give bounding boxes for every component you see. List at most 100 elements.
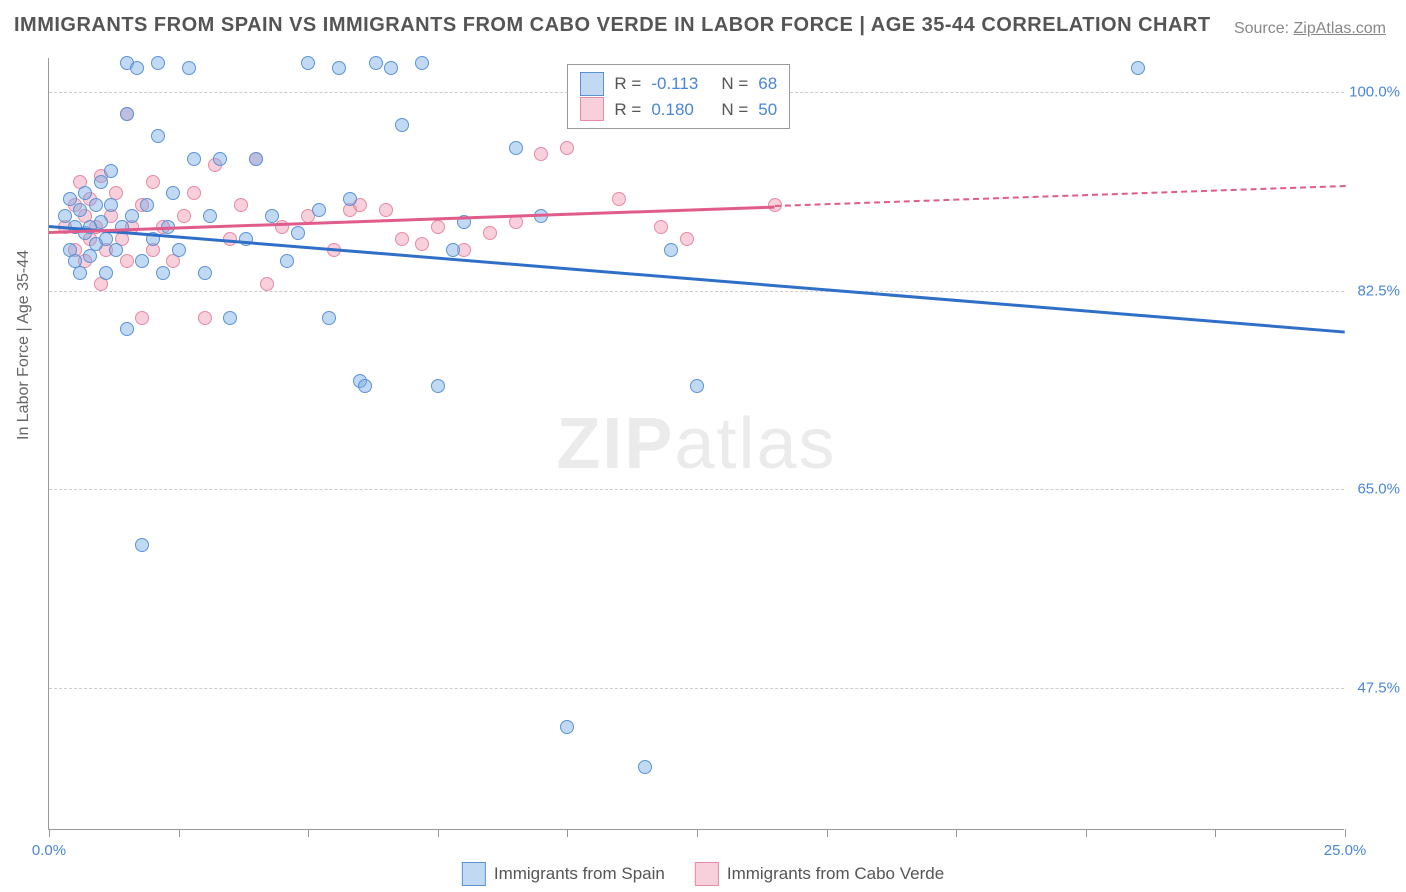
y-tick-label: 100.0% — [1348, 84, 1400, 101]
scatter-point-spain — [73, 203, 87, 217]
scatter-point-spain — [690, 379, 704, 393]
scatter-point-cabo — [534, 147, 548, 161]
legend-N-value-cabo: 50 — [758, 97, 777, 123]
x-tick-mark — [308, 829, 309, 837]
scatter-point-spain — [358, 379, 372, 393]
legend-row-cabo: R = 0.180 N = 50 — [580, 97, 777, 123]
x-tick-mark — [1345, 829, 1346, 837]
legend-swatch-spain — [462, 862, 486, 886]
source-attribution: Source: ZipAtlas.com — [1234, 20, 1386, 38]
scatter-point-spain — [94, 175, 108, 189]
x-tick-mark — [1215, 829, 1216, 837]
scatter-point-spain — [99, 232, 113, 246]
scatter-point-spain — [280, 254, 294, 268]
scatter-point-spain — [182, 61, 196, 75]
y-axis-label: In Labor Force | Age 35-44 — [15, 250, 33, 440]
x-tick-mark — [438, 829, 439, 837]
correlation-legend-box: R = -0.113 N = 68R = 0.180 N = 50 — [567, 64, 790, 129]
scatter-point-spain — [78, 186, 92, 200]
scatter-point-cabo — [612, 192, 626, 206]
scatter-point-spain — [312, 203, 326, 217]
scatter-point-spain — [135, 254, 149, 268]
scatter-point-cabo — [379, 203, 393, 217]
legend-label-spain: Immigrants from Spain — [494, 864, 665, 884]
scatter-point-spain — [73, 266, 87, 280]
scatter-point-spain — [63, 192, 77, 206]
scatter-point-spain — [125, 209, 139, 223]
scatter-point-cabo — [120, 254, 134, 268]
scatter-point-cabo — [395, 232, 409, 246]
scatter-point-spain — [203, 209, 217, 223]
scatter-point-spain — [332, 61, 346, 75]
x-tick-mark — [827, 829, 828, 837]
scatter-point-spain — [198, 266, 212, 280]
scatter-point-spain — [151, 56, 165, 70]
scatter-point-spain — [265, 209, 279, 223]
scatter-point-spain — [431, 379, 445, 393]
scatter-point-spain — [135, 538, 149, 552]
scatter-point-spain — [395, 118, 409, 132]
scatter-point-spain — [638, 760, 652, 774]
scatter-point-spain — [1131, 61, 1145, 75]
y-tick-label: 47.5% — [1348, 680, 1400, 697]
legend-N-label: N = — [721, 97, 748, 123]
scatter-point-spain — [343, 192, 357, 206]
chart-container: IMMIGRANTS FROM SPAIN VS IMMIGRANTS FROM… — [0, 0, 1406, 892]
scatter-point-spain — [109, 243, 123, 257]
scatter-point-spain — [99, 266, 113, 280]
gridline — [49, 688, 1344, 689]
legend-R-label: R = — [614, 71, 641, 97]
scatter-point-cabo — [415, 237, 429, 251]
bottom-legend: Immigrants from Spain Immigrants from Ca… — [462, 862, 944, 886]
y-tick-label: 65.0% — [1348, 481, 1400, 498]
legend-R-value-cabo: 0.180 — [651, 97, 711, 123]
scatter-point-cabo — [680, 232, 694, 246]
x-tick-mark — [697, 829, 698, 837]
source-prefix: Source: — [1234, 20, 1294, 37]
scatter-point-spain — [187, 152, 201, 166]
scatter-point-spain — [369, 56, 383, 70]
scatter-point-cabo — [560, 141, 574, 155]
scatter-point-spain — [415, 56, 429, 70]
scatter-point-spain — [130, 61, 144, 75]
scatter-point-spain — [446, 243, 460, 257]
scatter-point-spain — [120, 107, 134, 121]
legend-N-value-spain: 68 — [758, 71, 777, 97]
scatter-point-cabo — [260, 277, 274, 291]
scatter-point-spain — [58, 209, 72, 223]
x-tick-mark — [1086, 829, 1087, 837]
gridline — [49, 489, 1344, 490]
y-tick-label: 82.5% — [1348, 282, 1400, 299]
legend-R-label: R = — [614, 97, 641, 123]
x-tick-label-right: 25.0% — [1324, 842, 1367, 859]
scatter-point-cabo — [198, 311, 212, 325]
scatter-point-spain — [322, 311, 336, 325]
legend-R-value-spain: -0.113 — [651, 71, 711, 97]
scatter-point-spain — [301, 56, 315, 70]
scatter-point-cabo — [135, 311, 149, 325]
scatter-point-cabo — [187, 186, 201, 200]
trendline-cabo-dashed — [775, 185, 1345, 207]
chart-title: IMMIGRANTS FROM SPAIN VS IMMIGRANTS FROM… — [14, 14, 1211, 37]
source-link[interactable]: ZipAtlas.com — [1294, 20, 1386, 37]
scatter-point-cabo — [177, 209, 191, 223]
x-tick-mark — [49, 829, 50, 837]
scatter-point-cabo — [483, 226, 497, 240]
x-tick-label-left: 0.0% — [32, 842, 66, 859]
scatter-point-spain — [213, 152, 227, 166]
trendline-spain — [49, 225, 1345, 334]
watermark-bold: ZIP — [556, 404, 674, 484]
scatter-point-spain — [104, 164, 118, 178]
scatter-point-spain — [166, 186, 180, 200]
watermark-thin: atlas — [674, 404, 836, 484]
legend-swatch-spain — [580, 72, 604, 96]
scatter-point-spain — [560, 720, 574, 734]
scatter-point-spain — [249, 152, 263, 166]
legend-row-spain: R =-0.113N =68 — [580, 71, 777, 97]
gridline — [49, 291, 1344, 292]
scatter-point-spain — [156, 266, 170, 280]
legend-label-cabo: Immigrants from Cabo Verde — [727, 864, 944, 884]
legend-item-cabo: Immigrants from Cabo Verde — [695, 862, 944, 886]
scatter-point-spain — [151, 129, 165, 143]
watermark: ZIPatlas — [556, 403, 836, 485]
